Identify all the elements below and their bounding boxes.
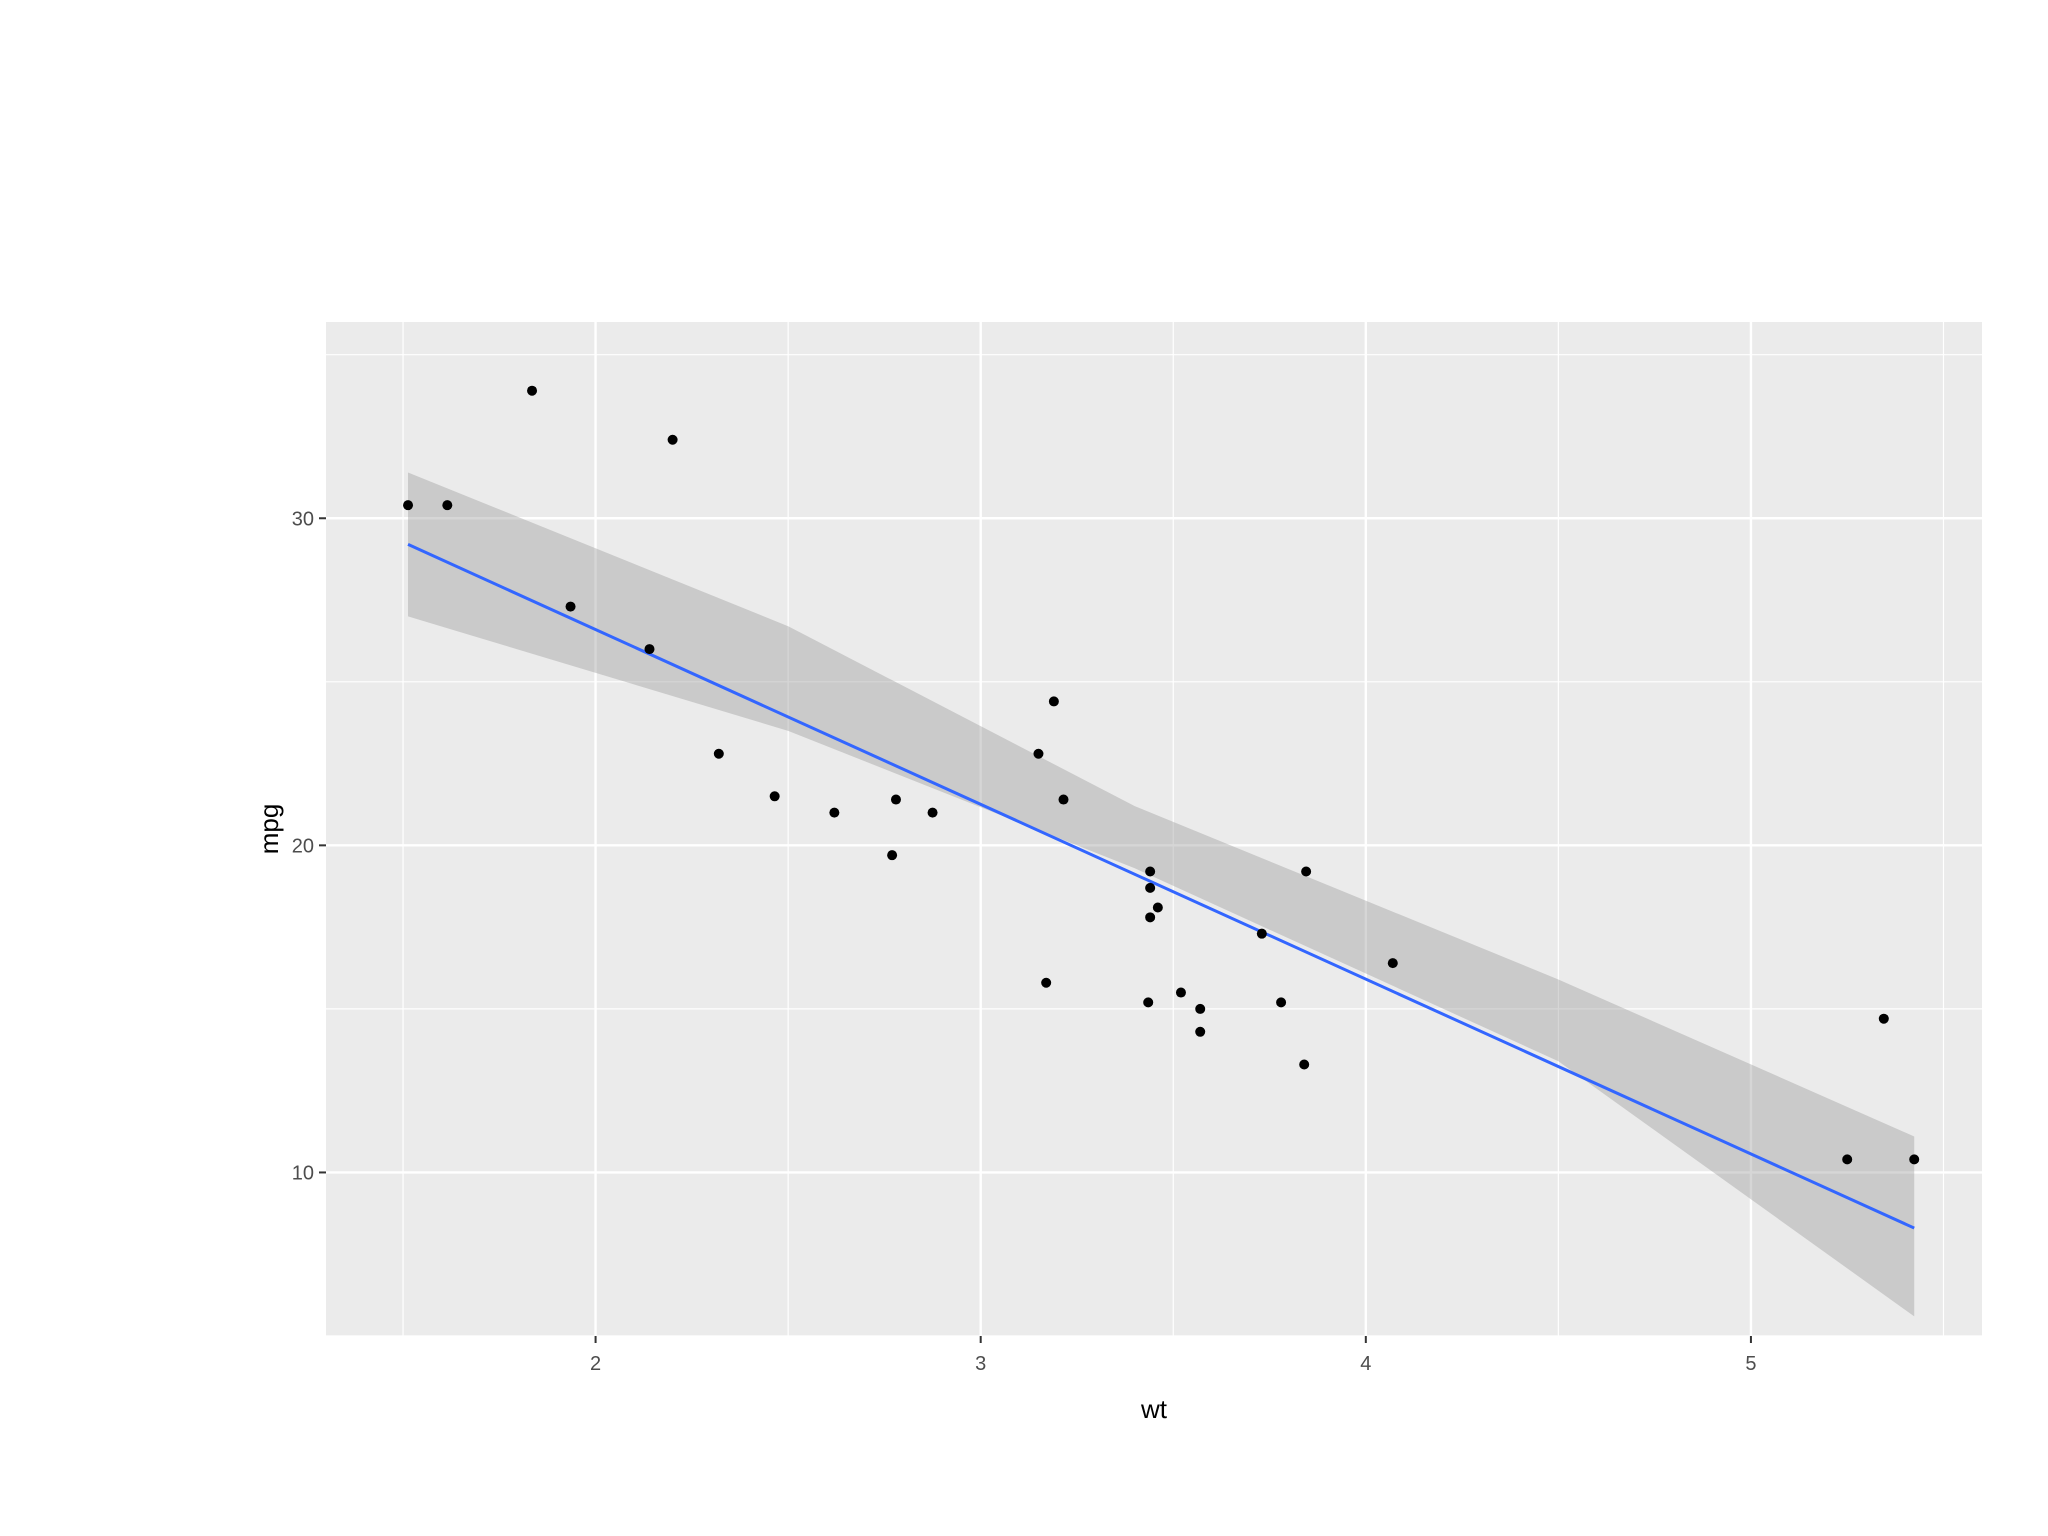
data-point — [1276, 997, 1287, 1008]
data-point — [1175, 987, 1186, 998]
x-axis-title: wt — [1140, 1394, 1168, 1424]
data-point — [1299, 1059, 1310, 1070]
x-tick-label: 4 — [1360, 1353, 1371, 1375]
data-point — [527, 385, 538, 396]
minor-grid — [326, 322, 1982, 1337]
data-point — [403, 500, 414, 511]
data-point — [1145, 882, 1156, 893]
plot-panel — [326, 322, 1982, 1336]
y-tick-label: 20 — [292, 835, 314, 857]
data-point — [769, 791, 780, 802]
data-point — [1387, 958, 1398, 969]
data-point — [1195, 1003, 1206, 1014]
y-axis-ticks: 10 20 30 — [292, 508, 326, 1184]
data-point — [890, 794, 901, 805]
data-point — [1878, 1013, 1889, 1024]
major-grid — [326, 322, 1982, 1336]
data-point — [565, 601, 576, 612]
data-point — [1195, 1026, 1206, 1037]
data-point — [1041, 977, 1052, 988]
data-point — [644, 644, 655, 655]
x-tick-label: 5 — [1745, 1353, 1756, 1375]
data-point — [667, 434, 678, 445]
data-point — [1048, 696, 1059, 707]
data-point — [442, 500, 453, 511]
data-points — [403, 385, 1920, 1165]
data-point — [887, 850, 898, 861]
data-point — [1143, 997, 1154, 1008]
x-tick-label: 3 — [975, 1353, 986, 1375]
data-point — [1058, 794, 1069, 805]
data-point — [1909, 1154, 1920, 1165]
y-tick-label: 30 — [292, 508, 314, 530]
data-point — [1842, 1154, 1853, 1165]
confidence-band — [408, 472, 1915, 1317]
data-point — [1145, 912, 1156, 923]
data-point — [829, 807, 840, 818]
data-point — [927, 807, 938, 818]
y-axis-title: mpg — [254, 804, 284, 855]
x-axis-ticks: 2 3 4 5 — [590, 1336, 1756, 1375]
y-tick-label: 10 — [292, 1162, 314, 1184]
data-point — [1301, 866, 1312, 877]
data-point — [1152, 902, 1163, 913]
regression-line — [407, 543, 1915, 1230]
data-point — [1256, 928, 1267, 939]
x-tick-label: 2 — [590, 1353, 601, 1375]
data-point — [713, 748, 724, 759]
data-point — [1033, 748, 1044, 759]
data-point — [1145, 866, 1156, 877]
